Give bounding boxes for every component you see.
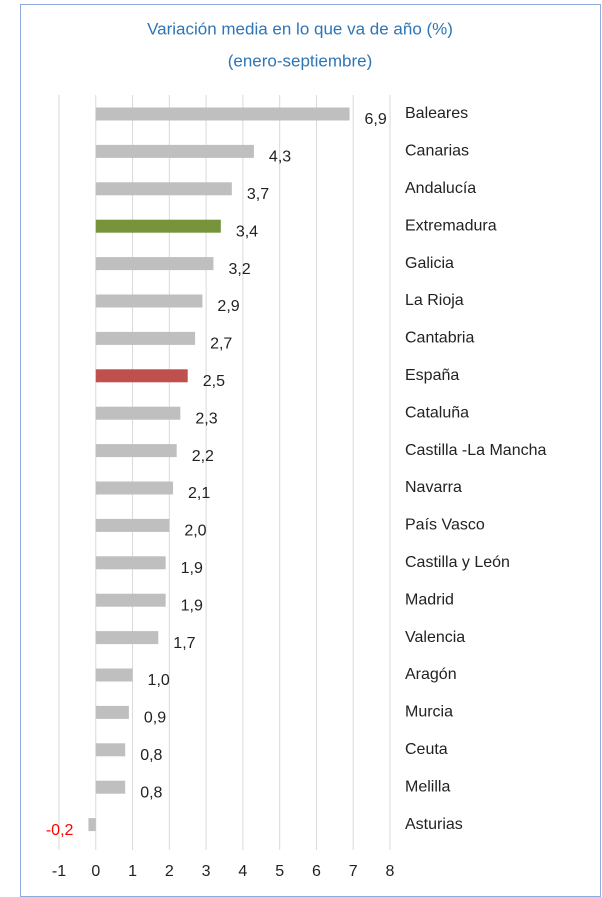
y-tick-label: Ceuta — [405, 741, 448, 758]
y-tick-label: Cataluña — [405, 404, 469, 421]
y-tick-label: Galicia — [405, 255, 454, 272]
y-tick-label: Madrid — [405, 591, 454, 608]
x-tick-label: 8 — [386, 863, 395, 880]
bar — [95, 668, 133, 682]
bar — [95, 518, 170, 532]
bar — [95, 780, 126, 794]
value-label: 1,0 — [148, 672, 170, 689]
y-tick-label: La Rioja — [405, 292, 464, 309]
bar — [95, 331, 196, 345]
value-label: 2,5 — [203, 373, 225, 390]
value-label: 0,8 — [140, 784, 162, 801]
value-label: 2,1 — [188, 485, 210, 502]
y-tick-label: Cantabria — [405, 330, 474, 347]
bar — [95, 294, 203, 308]
y-tick-label: Murcia — [405, 704, 453, 721]
y-tick-label: Extremadura — [405, 217, 497, 234]
chart-subtitle: (enero-septiembre) — [228, 51, 373, 70]
y-tick-label: Navarra — [405, 479, 462, 496]
bar — [88, 818, 96, 832]
x-tick-label: 1 — [128, 863, 137, 880]
bar — [95, 107, 350, 121]
chart-title: Variación media en lo que va de año (%) — [147, 19, 453, 38]
y-tick-label: Asturias — [405, 816, 463, 833]
bar — [95, 144, 254, 158]
value-label: 4,3 — [269, 149, 291, 166]
value-label: 6,9 — [365, 111, 387, 128]
value-label: 2,7 — [210, 336, 232, 353]
value-label: -0,2 — [46, 822, 74, 839]
value-label: 1,7 — [173, 635, 195, 652]
y-tick-label: Canarias — [405, 143, 469, 160]
value-label: 2,2 — [192, 448, 214, 465]
y-tick-label: Melilla — [405, 778, 450, 795]
x-tick-label: 5 — [275, 863, 284, 880]
y-tick-label: Andalucía — [405, 180, 476, 197]
value-label: 0,9 — [144, 710, 166, 727]
x-tick-label: -1 — [52, 863, 66, 880]
bar — [95, 743, 126, 757]
bar — [95, 556, 166, 570]
value-label: 0,8 — [140, 747, 162, 764]
value-label: 1,9 — [181, 597, 203, 614]
y-tick-label: Aragón — [405, 666, 457, 683]
x-tick-label: 3 — [202, 863, 211, 880]
x-tick-label: 4 — [238, 863, 247, 880]
value-label: 3,4 — [236, 223, 258, 240]
y-tick-label: País Vasco — [405, 517, 485, 534]
x-tick-label: 2 — [165, 863, 174, 880]
y-tick-label: España — [405, 367, 459, 384]
bar — [95, 257, 214, 271]
y-tick-label: Baleares — [405, 105, 468, 122]
bar — [95, 705, 129, 719]
value-label: 2,9 — [217, 298, 239, 315]
bar — [95, 182, 232, 196]
y-tick-label: Castilla y León — [405, 554, 510, 571]
bar — [95, 481, 174, 495]
x-tick-label: 7 — [349, 863, 358, 880]
value-label: 3,7 — [247, 186, 269, 203]
value-label: 2,3 — [195, 410, 217, 427]
bar — [95, 631, 159, 645]
bar — [95, 593, 166, 607]
y-tick-label: Valencia — [405, 629, 465, 646]
value-label: 1,9 — [181, 560, 203, 577]
bar — [95, 219, 221, 233]
bar — [95, 444, 177, 458]
value-label: 3,2 — [228, 261, 250, 278]
bar — [95, 406, 181, 420]
x-tick-label: 6 — [312, 863, 321, 880]
y-tick-label: Castilla -La Mancha — [405, 442, 547, 459]
bar — [95, 369, 188, 383]
value-label: 2,0 — [184, 523, 206, 540]
x-tick-label: 0 — [91, 863, 100, 880]
